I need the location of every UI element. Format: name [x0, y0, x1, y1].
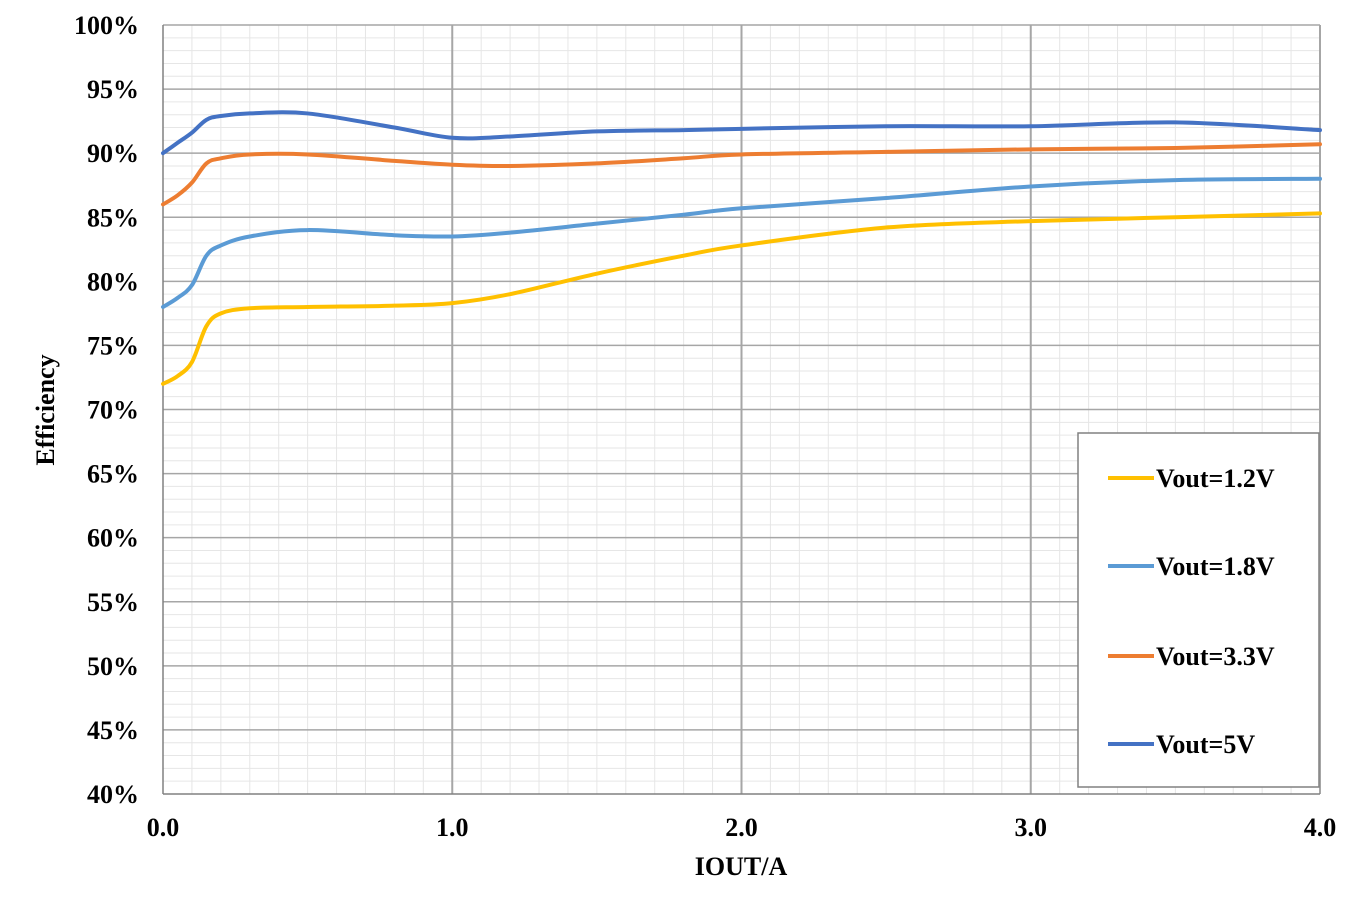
y-tick-label: 55% [87, 588, 139, 617]
x-tick-label: 0.0 [147, 813, 180, 842]
x-tick-labels: 0.0 1.0 2.0 3.0 4.0 [147, 813, 1337, 842]
y-tick-label: 85% [87, 203, 139, 232]
legend-label: Vout=1.2V [1156, 464, 1275, 493]
y-tick-label: 90% [87, 139, 139, 168]
y-tick-label: 45% [87, 716, 139, 745]
x-tick-label: 4.0 [1304, 813, 1337, 842]
y-tick-label: 75% [87, 331, 139, 360]
y-tick-label: 50% [87, 652, 139, 681]
y-tick-label: 40% [87, 780, 139, 809]
legend-box [1077, 432, 1320, 788]
x-tick-label: 1.0 [436, 813, 469, 842]
x-tick-label: 2.0 [725, 813, 758, 842]
y-tick-labels: 40% 45% 50% 55% 60% 65% 70% 75% 80% 85% 90% 95% 100% [74, 11, 139, 809]
series-line-4 [161, 110, 1322, 156]
series-line-1 [161, 211, 1322, 386]
x-tick-label: 3.0 [1015, 813, 1048, 842]
y-tick-label: 80% [87, 267, 139, 296]
series-line-2 [161, 176, 1322, 309]
y-axis-label: Efficiency [31, 354, 60, 465]
y-tick-label: 95% [87, 75, 139, 104]
series-lines [161, 110, 1322, 386]
y-tick-label: 70% [87, 396, 139, 425]
legend-label: Vout=1.8V [1156, 552, 1275, 581]
y-tick-label: 60% [87, 524, 139, 553]
y-tick-label: 65% [87, 460, 139, 489]
legend-label: Vout=5V [1156, 730, 1255, 759]
series-line-3 [161, 142, 1322, 207]
x-axis-label: IOUT/A [695, 852, 788, 881]
legend-label: Vout=3.3V [1156, 642, 1275, 671]
y-tick-label: 100% [74, 11, 139, 40]
legend: Vout=1.2V Vout=1.8V Vout=3.3V Vout=5V [1077, 432, 1320, 788]
